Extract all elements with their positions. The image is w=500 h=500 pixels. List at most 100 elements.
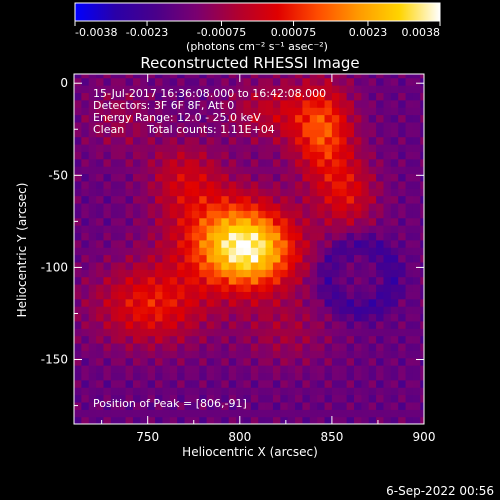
heatmap-cell	[390, 114, 399, 123]
heatmap-cell	[317, 357, 326, 366]
heatmap-cell	[155, 158, 164, 167]
heatmap-cell	[390, 77, 399, 86]
heatmap-cell	[74, 306, 82, 315]
heatmap-cell	[398, 357, 407, 366]
heatmap-cell	[169, 74, 178, 79]
heatmap-cell	[162, 85, 171, 94]
heatmap-cell	[376, 74, 385, 79]
heatmap-cell	[103, 306, 112, 315]
heatmap-cell	[412, 129, 421, 138]
heatmap-cell	[420, 254, 424, 263]
heatmap-cell	[206, 85, 215, 94]
heatmap-cell	[265, 416, 274, 424]
heatmap-cell	[228, 313, 237, 322]
heatmap-cell	[169, 151, 178, 160]
heatmap-cell	[317, 202, 326, 211]
heatmap-cell	[243, 180, 252, 189]
heatmap-cell	[354, 387, 362, 396]
heatmap-cell	[346, 387, 355, 396]
heatmap-cell	[317, 372, 326, 381]
heatmap-cell	[169, 313, 178, 322]
heatmap-cell	[191, 202, 200, 211]
heatmap-cell	[214, 313, 222, 322]
heatmap-cell	[309, 320, 318, 329]
heatmap-cell	[412, 254, 421, 263]
heatmap-cell	[324, 372, 333, 381]
heatmap-cell	[155, 394, 164, 403]
heatmap-cell	[339, 217, 348, 226]
heatmap-cell	[280, 379, 289, 388]
annotation-detectors: Detectors: 3F 6F 8F, Att 0	[93, 99, 234, 112]
heatmap-cell	[412, 284, 421, 292]
heatmap-cell	[88, 166, 97, 175]
heatmap-cell	[361, 77, 370, 86]
heatmap-cell	[155, 74, 164, 79]
heatmap-cell	[420, 409, 424, 418]
heatmap-cell	[331, 335, 340, 344]
heatmap-cell	[346, 416, 355, 424]
heatmap-cell	[81, 328, 90, 337]
heatmap-cell	[184, 232, 193, 241]
heatmap-cell	[169, 387, 178, 396]
heatmap-cell	[295, 225, 304, 234]
heatmap-cell	[140, 210, 149, 219]
heatmap-cell	[228, 166, 237, 175]
heatmap-cell	[199, 379, 208, 388]
heatmap-cell	[309, 284, 318, 292]
heatmap-cell	[140, 195, 149, 204]
heatmap-cell	[339, 151, 348, 160]
heatmap-cell	[96, 74, 105, 79]
heatmap-cell	[199, 313, 208, 322]
heatmap-cell	[383, 365, 392, 374]
heatmap-cell	[361, 92, 370, 101]
heatmap-cell	[191, 247, 200, 256]
heatmap-cell	[383, 350, 392, 359]
heatmap-cell	[169, 225, 178, 234]
heatmap-cell	[236, 121, 245, 130]
heatmap-cell	[81, 202, 90, 211]
heatmap-cell	[103, 202, 112, 211]
heatmap-cell	[324, 379, 333, 388]
heatmap-cell	[155, 114, 164, 123]
heatmap-cell	[199, 409, 208, 418]
heatmap-cell	[405, 365, 414, 374]
heatmap-cell	[147, 144, 156, 152]
heatmap-cell	[81, 195, 90, 204]
heatmap-cell	[177, 357, 186, 366]
heatmap-cell	[118, 74, 127, 79]
heatmap-cell	[206, 92, 215, 101]
heatmap-cell	[354, 225, 362, 234]
heatmap-cell	[125, 320, 134, 329]
heatmap-cell	[199, 394, 208, 403]
heatmap-cell	[368, 350, 377, 359]
heatmap-cell	[81, 166, 90, 175]
heatmap-cell	[236, 136, 245, 145]
heatmap-cell	[191, 74, 200, 79]
heatmap-cell	[169, 320, 178, 329]
heatmap-cell	[214, 195, 222, 204]
heatmap-cell	[390, 74, 399, 79]
heatmap-cell	[295, 401, 304, 410]
heatmap-cell	[88, 284, 97, 292]
heatmap-cell	[412, 107, 421, 116]
heatmap-cell	[125, 121, 134, 130]
heatmap-cell	[383, 232, 392, 241]
heatmap-cell	[81, 261, 90, 270]
heatmap-cell	[354, 188, 362, 197]
heatmap-cell	[206, 239, 215, 248]
heatmap-cell	[147, 180, 156, 189]
heatmap-cell	[265, 261, 274, 270]
heatmap-cell	[110, 195, 119, 204]
heatmap-cell	[169, 342, 178, 351]
heatmap-cell	[346, 306, 355, 315]
heatmap-cell	[125, 306, 134, 315]
heatmap-cell	[236, 401, 245, 410]
heatmap-cell	[339, 180, 348, 189]
heatmap-cell	[250, 85, 259, 94]
heatmap-cell	[147, 306, 156, 315]
heatmap-cell	[280, 365, 289, 374]
heatmap-cell	[331, 166, 340, 175]
heatmap-cell	[420, 239, 424, 248]
heatmap-cell	[280, 401, 289, 410]
heatmap-cell	[88, 151, 97, 160]
